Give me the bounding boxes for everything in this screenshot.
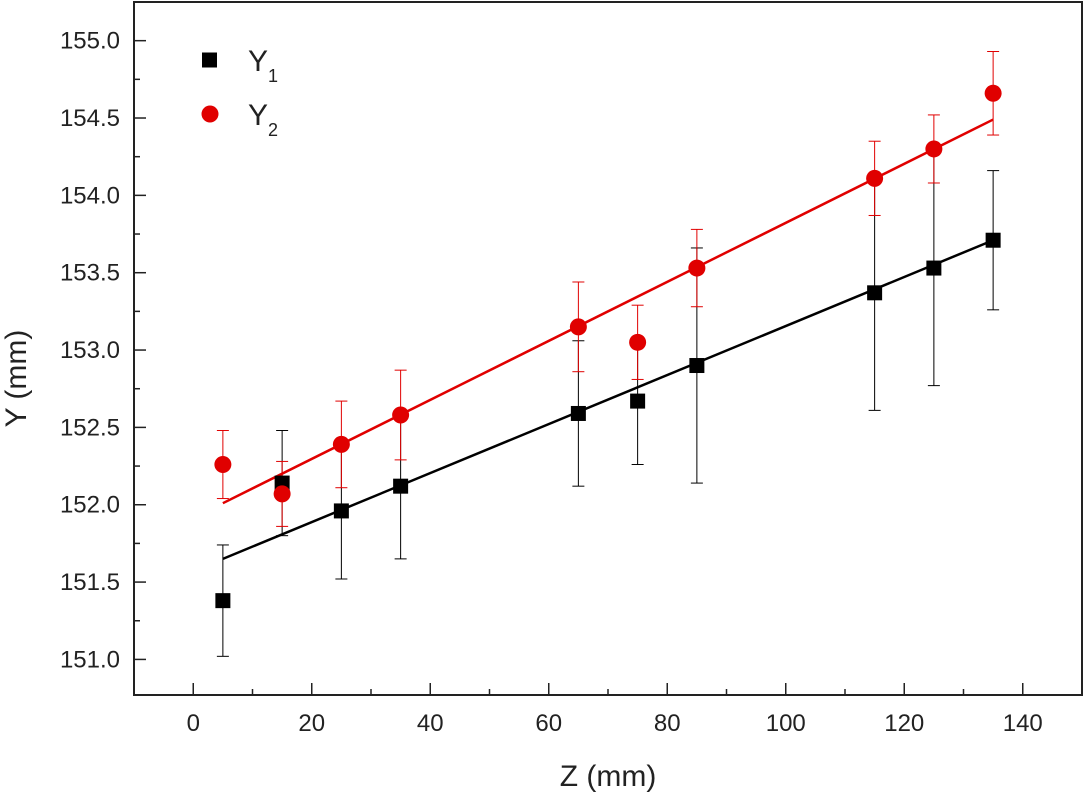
y-tick-label: 153.5 <box>60 260 120 287</box>
markers-1 <box>215 232 1001 609</box>
y-axis: 151.0 151.5 152.0 152.5 153.0 153.5 154.0 154.5… <box>60 28 146 673</box>
x-axis: 0 20 40 60 80 100 120 140 <box>187 683 1043 737</box>
x-tick-label: 120 <box>884 710 924 737</box>
data-point-square <box>926 260 942 276</box>
x-tick-label: 0 <box>187 710 200 737</box>
x-tick-label: 40 <box>417 710 444 737</box>
x-axis-title: Z (mm) <box>560 760 657 793</box>
y-tick-label: 154.5 <box>60 105 120 132</box>
fit-line-1 <box>222 239 994 561</box>
x-tick-label: 20 <box>298 710 325 737</box>
data-point-square <box>333 503 349 519</box>
x-tick-label: 100 <box>766 710 806 737</box>
data-point-square <box>867 285 883 301</box>
y-tick-label: 151.5 <box>60 569 120 596</box>
series-layer <box>214 51 1002 657</box>
data-point-square <box>570 405 586 421</box>
y-tick-label: 152.0 <box>60 492 120 519</box>
data-point-circle <box>925 140 943 158</box>
y-tick-label: 152.5 <box>60 414 120 441</box>
legend-subscript: 2 <box>268 120 278 140</box>
data-point-square <box>689 358 705 374</box>
y-tick-label: 151.0 <box>60 646 120 673</box>
series-1 <box>216 150 1000 657</box>
x-tick-label: 60 <box>535 710 562 737</box>
markers-2 <box>214 84 1002 503</box>
legend: Y 1Y 2 <box>201 45 278 140</box>
data-point-square <box>215 593 231 609</box>
data-point-circle <box>273 485 291 503</box>
x-tick-label: 140 <box>1003 710 1043 737</box>
data-point-circle <box>332 435 350 453</box>
plot-frame <box>133 1 1083 696</box>
y-tick-label: 153.0 <box>60 337 120 364</box>
legend-label: Y <box>248 45 268 78</box>
data-point-square <box>985 232 1001 248</box>
fit-line-2 <box>222 118 994 505</box>
x-tick-label: 80 <box>654 710 681 737</box>
data-point-circle <box>688 259 706 277</box>
data-point-circle <box>214 456 232 474</box>
legend-circle-icon <box>201 105 219 123</box>
legend-label: Y <box>248 99 268 132</box>
data-point-circle <box>984 84 1002 102</box>
data-point-circle <box>392 406 410 424</box>
data-point-circle <box>866 169 884 187</box>
data-point-circle <box>569 318 587 336</box>
data-point-square <box>393 478 409 494</box>
data-point-square <box>630 393 646 409</box>
y-tick-label: 155.0 <box>60 28 120 55</box>
data-point-circle <box>629 333 647 351</box>
y-tick-label: 154.0 <box>60 182 120 209</box>
y-axis-title: Y (mm) <box>0 330 33 428</box>
legend-subscript: 1 <box>268 66 278 86</box>
legend-square-icon <box>202 52 217 68</box>
